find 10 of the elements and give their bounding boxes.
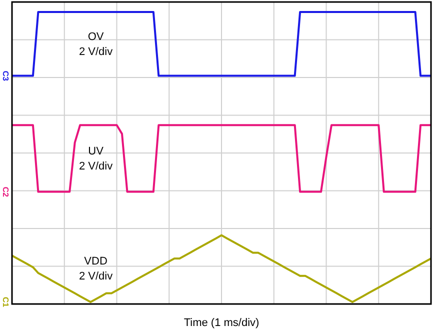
series-label: UV: [88, 145, 104, 158]
text: C3: [1, 70, 10, 82]
annotation: 2 V/div: [78, 160, 114, 172]
text: VDD: [84, 256, 108, 268]
text: C1: [1, 296, 10, 308]
x-axis-title: Time (1 ms/div): [184, 317, 260, 329]
text: C2: [1, 186, 10, 198]
annotation: 2 V/div: [78, 270, 114, 283]
series-label: OV: [88, 30, 104, 43]
annotation: 2 V/div: [78, 46, 114, 58]
